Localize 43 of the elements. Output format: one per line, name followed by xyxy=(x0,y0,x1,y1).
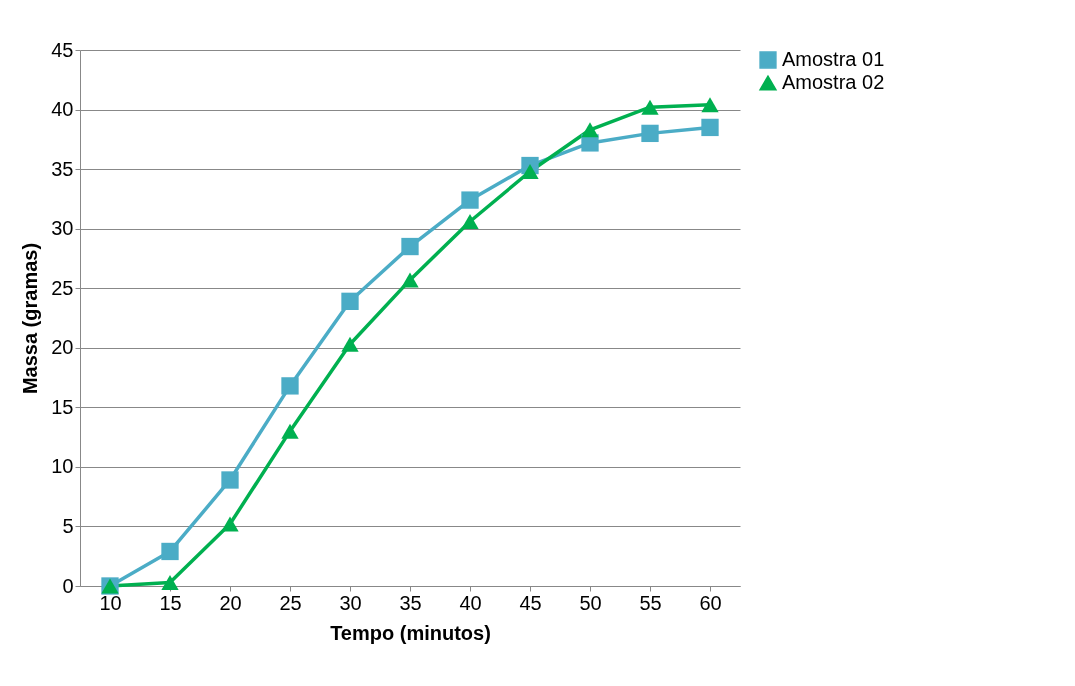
y-tick-label: 10 xyxy=(51,455,74,478)
x-tick-label: 50 xyxy=(579,591,602,614)
legend-label: Amostra 02 xyxy=(782,71,885,93)
x-tick-label: 30 xyxy=(339,591,362,614)
point xyxy=(341,292,359,310)
y-tick-label: 5 xyxy=(62,514,74,537)
x-tick-label: 35 xyxy=(399,591,422,614)
y-axis-title: Massa (gramas) xyxy=(19,242,42,395)
y-tick-label: 40 xyxy=(51,98,74,121)
point xyxy=(641,99,659,115)
y-tick-label: 15 xyxy=(51,395,74,418)
point xyxy=(401,272,419,288)
point xyxy=(701,118,719,137)
x-tick-label: 55 xyxy=(639,591,662,614)
point xyxy=(281,377,299,395)
x-axis-title: Tempo (minutos) xyxy=(330,621,491,644)
point xyxy=(341,336,359,352)
point xyxy=(461,191,479,209)
x-tick-label: 45 xyxy=(519,591,542,614)
x-tick-label: 15 xyxy=(159,591,182,614)
point xyxy=(221,516,239,532)
y-tick-label: 20 xyxy=(51,336,74,359)
legend-label: Amostra 01 xyxy=(782,48,885,70)
point xyxy=(701,97,719,113)
point xyxy=(521,163,539,179)
point xyxy=(221,471,239,489)
point xyxy=(281,423,299,439)
y-tick-label: 0 xyxy=(62,574,74,597)
x-tick-label: 40 xyxy=(459,591,482,614)
point xyxy=(161,574,179,590)
y-tick-label: 35 xyxy=(51,157,74,180)
x-tick-label: 20 xyxy=(219,591,242,614)
point xyxy=(641,124,659,143)
x-tick-label: 60 xyxy=(699,591,722,614)
point xyxy=(401,237,419,256)
point xyxy=(161,542,179,561)
point xyxy=(581,122,599,138)
y-tick-label: 30 xyxy=(51,217,74,240)
y-tick-label: 45 xyxy=(51,38,74,61)
x-tick-label: 25 xyxy=(279,591,302,614)
x-tick-label: 10 xyxy=(99,591,122,614)
point xyxy=(461,214,479,230)
y-tick-label: 25 xyxy=(51,276,74,299)
